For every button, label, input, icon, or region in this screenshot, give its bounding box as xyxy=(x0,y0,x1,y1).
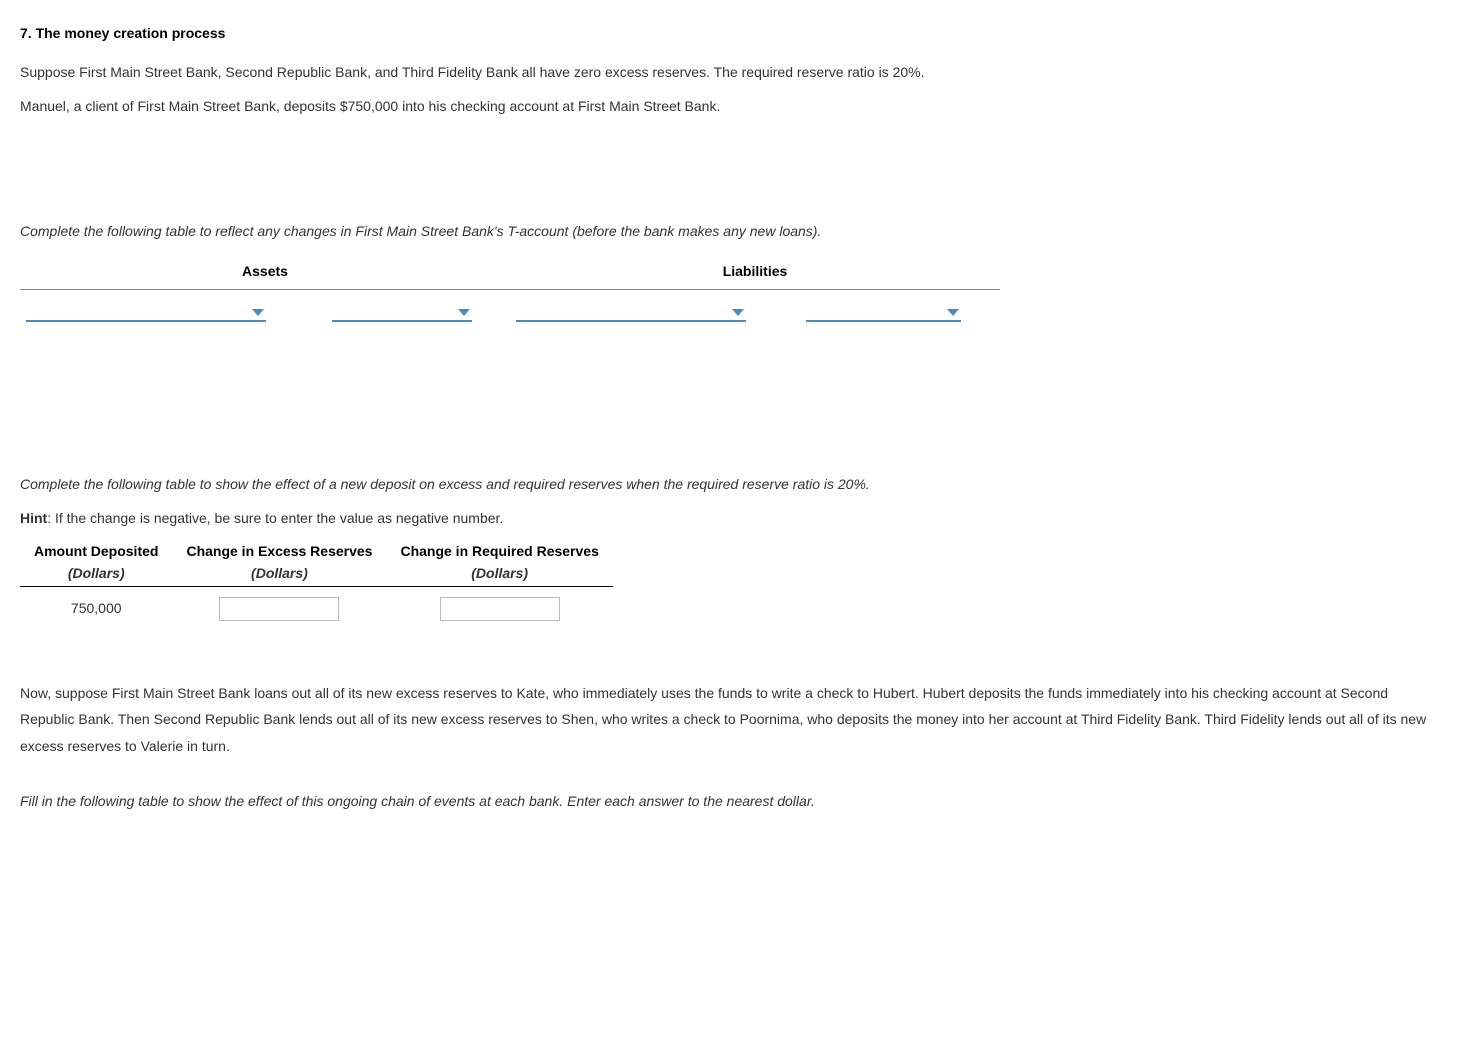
col-excess-reserves-unit: (Dollars) xyxy=(172,562,386,587)
reserves-prompt: Complete the following table to show the… xyxy=(20,471,1440,498)
intro-paragraph-2: Manuel, a client of First Main Street Ba… xyxy=(20,93,1440,120)
chevron-down-icon xyxy=(732,309,744,316)
col-amount-deposited-header: Amount Deposited xyxy=(20,540,172,562)
assets-header: Assets xyxy=(20,254,510,289)
required-reserves-input[interactable] xyxy=(440,597,560,621)
liabilities-header: Liabilities xyxy=(510,254,1000,289)
col-required-reserves-header: Change in Required Reserves xyxy=(386,540,612,562)
taccount-prompt: Complete the following table to reflect … xyxy=(20,218,1440,245)
chain-paragraph: Now, suppose First Main Street Bank loan… xyxy=(20,680,1440,760)
final-prompt: Fill in the following table to show the … xyxy=(20,788,1440,815)
reserves-row: 750,000 xyxy=(20,587,613,630)
reserves-table: Amount Deposited Change in Excess Reserv… xyxy=(20,540,613,630)
chevron-down-icon xyxy=(252,309,264,316)
liabilities-category-dropdown[interactable] xyxy=(516,300,746,322)
assets-value-dropdown[interactable] xyxy=(332,300,472,322)
hint-line: Hint: If the change is negative, be sure… xyxy=(20,505,1440,532)
col-excess-reserves-header: Change in Excess Reserves xyxy=(172,540,386,562)
chevron-down-icon xyxy=(947,309,959,316)
col-amount-deposited-unit: (Dollars) xyxy=(20,562,172,587)
liabilities-value-dropdown[interactable] xyxy=(806,300,961,322)
chevron-down-icon xyxy=(458,309,470,316)
hint-text: : If the change is negative, be sure to … xyxy=(47,510,503,526)
hint-label: Hint xyxy=(20,510,47,526)
question-title: 7. The money creation process xyxy=(20,20,1440,47)
col-required-reserves-unit: (Dollars) xyxy=(386,562,612,587)
amount-deposited-value: 750,000 xyxy=(20,587,172,630)
t-account-row xyxy=(20,289,1000,330)
intro-paragraph-1: Suppose First Main Street Bank, Second R… xyxy=(20,59,1440,86)
assets-category-dropdown[interactable] xyxy=(26,300,266,322)
excess-reserves-input[interactable] xyxy=(219,597,339,621)
t-account-table: Assets Liabilities xyxy=(20,254,1000,330)
